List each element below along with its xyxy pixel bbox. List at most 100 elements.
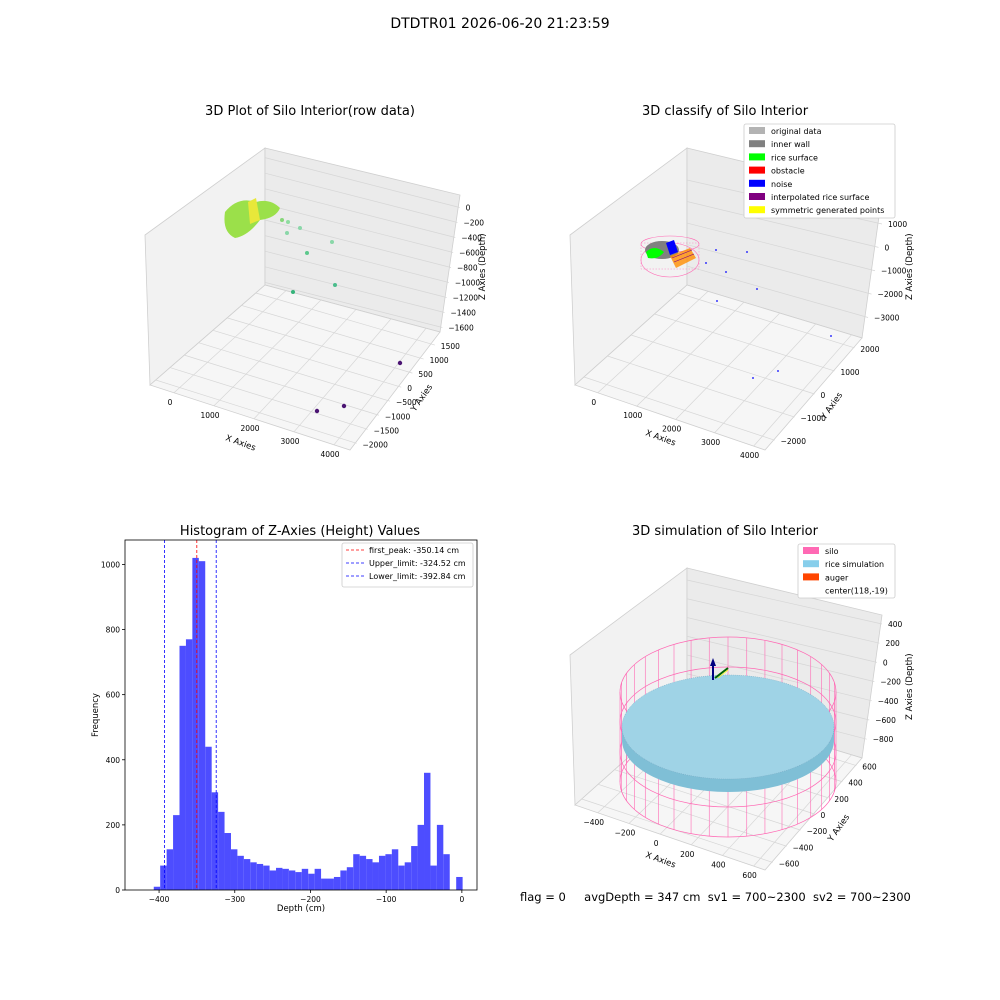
y-tick-label: −600 — [779, 859, 800, 868]
x-tick-label: 0 — [459, 895, 464, 904]
legend-label: Upper_limit: -324.52 cm — [369, 559, 466, 568]
classify-3d-plot: 0 1000 2000 3000 4000 −2000 −1000 0 1000 2000 1000… — [569, 123, 915, 460]
z-tick-label: −1400 — [451, 309, 477, 318]
classify-z-label: Z Axies (Depth) — [905, 233, 915, 300]
z-tick-label: 400 — [888, 620, 903, 629]
y-tick-label: 1000 — [101, 560, 120, 569]
y-tick-label: 1000 — [840, 368, 859, 377]
legend-swatch — [749, 127, 765, 134]
y-tick-label: 400 — [106, 756, 121, 765]
figure-title: DTDTR01 2026-06-20 21:23:59 — [390, 16, 610, 32]
y-tick-label: 1500 — [441, 342, 460, 351]
x-tick-label: −100 — [376, 895, 397, 904]
hist-bar — [430, 865, 437, 890]
hist-bar — [179, 645, 186, 890]
legend-label: rice surface — [771, 153, 818, 162]
hist-bar — [192, 557, 199, 890]
raw-gridlines — [155, 157, 460, 446]
hist-bar — [378, 855, 386, 890]
z-tick-label: 0 — [466, 204, 471, 213]
z-tick-label: −600 — [875, 716, 896, 725]
y-tick-label: 0 — [115, 886, 120, 895]
hist-bar — [185, 639, 193, 890]
legend-swatch — [749, 153, 765, 161]
y-tick-label: −2000 — [363, 440, 389, 449]
sim-x-label: X Axies — [644, 850, 677, 870]
legend-swatch — [803, 560, 819, 568]
sim-legend: silo rice simulation auger center(118,-19) — [797, 543, 896, 599]
x-tick-label: 0 — [168, 398, 173, 407]
hist-bar — [366, 859, 373, 890]
x-tick-label: −200 — [300, 895, 321, 904]
hist-reference-lines — [164, 540, 217, 890]
legend-label: noise — [771, 180, 792, 189]
x-tick-label: 2000 — [662, 424, 681, 433]
histogram-plot: −400 −300 −200 −100 0 0 200 400 600 800 1000 Dept… — [91, 539, 478, 914]
y-tick-label: −1000 — [385, 412, 411, 421]
raw-x-label: X Axies — [224, 433, 257, 453]
hist-bar — [327, 878, 334, 890]
panel-histogram: Histogram of Z-Axies (Height) Values −40… — [80, 520, 490, 920]
legend-label: first_peak: -350.14 cm — [369, 546, 459, 555]
legend-label: silo — [825, 547, 839, 556]
hist-bar — [250, 862, 257, 890]
y-tick-label: −200 — [807, 827, 828, 836]
hist-bar — [436, 824, 444, 890]
hist-bar — [424, 772, 431, 890]
x-tick-label: 1000 — [200, 411, 219, 420]
y-tick-label: −1500 — [374, 426, 400, 435]
z-tick-label: 1000 — [888, 220, 907, 229]
x-tick-label: 4000 — [740, 451, 759, 460]
sim-rice-surface — [621, 674, 835, 792]
legend-swatch — [749, 140, 765, 148]
footer-sv1: sv1 = 700~2300 — [707, 890, 806, 904]
hist-bar — [314, 868, 322, 890]
z-tick-label: −1000 — [455, 279, 481, 288]
raw-point-cloud — [224, 198, 403, 414]
x-tick-label: 400 — [711, 860, 726, 869]
hist-bar — [263, 865, 270, 890]
status-footer: flag = 0 avgDepth = 347 cm sv1 = 700~230… — [520, 890, 911, 904]
y-tick-label: −1000 — [801, 414, 827, 423]
hist-legend: first_peak: -350.14 cm Upper_limit: -324.… — [341, 542, 474, 588]
hist-title: Histogram of Z-Axies (Height) Values — [179, 524, 421, 539]
sim-z-label: Z Axies (Depth) — [905, 653, 915, 720]
x-tick-label: 0 — [591, 398, 596, 407]
z-tick-label: 200 — [885, 639, 900, 648]
z-tick-label: −3000 — [874, 313, 900, 322]
legend-swatch — [749, 206, 765, 214]
raw-z-label: Z Axies (Depth) — [478, 233, 488, 300]
footer-flag: flag = 0 — [520, 890, 566, 904]
hist-bar — [321, 878, 328, 890]
hist-bar — [230, 849, 238, 890]
y-tick-label: −500 — [396, 398, 417, 407]
panel-classify-title: 3D classify of Silo Interior — [641, 104, 809, 119]
z-tick-label: −1000 — [881, 267, 907, 276]
z-tick-label: −1600 — [448, 324, 474, 333]
hist-bar — [333, 876, 341, 890]
hist-bar — [417, 824, 425, 890]
sim-auger — [710, 658, 729, 680]
hist-bar — [346, 867, 354, 890]
legend-swatch — [749, 166, 765, 174]
legend-label: original data — [771, 127, 822, 136]
hist-bar — [372, 862, 379, 890]
legend-label: rice simulation — [825, 560, 884, 569]
y-tick-label: 1000 — [430, 356, 449, 365]
y-tick-label: 0 — [407, 384, 412, 393]
hist-bar — [237, 855, 244, 890]
raw-3d-plot: 01000200030004000−2000−1500−1000−5000500… — [144, 147, 488, 459]
x-tick-label: 600 — [742, 871, 757, 880]
z-tick-label: −400 — [461, 234, 482, 243]
hist-bar — [276, 867, 283, 890]
z-tick-label: 0 — [883, 658, 888, 667]
z-tick-label: −1200 — [453, 294, 479, 303]
legend-label: auger — [825, 573, 849, 582]
hist-bar — [282, 868, 289, 890]
x-tick-label: 4000 — [320, 450, 339, 459]
y-tick-label: 800 — [106, 626, 121, 635]
y-tick-label: 200 — [106, 821, 121, 830]
hist-bar — [211, 792, 219, 890]
hist-bar — [353, 854, 360, 890]
hist-bar — [301, 868, 309, 890]
